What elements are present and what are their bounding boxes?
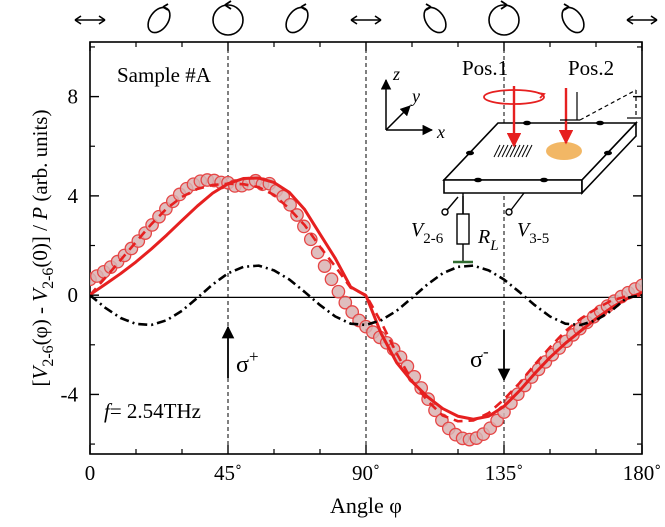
x-tick-label: 180˚ bbox=[623, 461, 662, 485]
x-tick-label: 90˚ bbox=[352, 461, 380, 485]
pos2-guides bbox=[560, 89, 641, 121]
pos1-label: Pos.1 bbox=[462, 56, 508, 80]
rl-label: RL bbox=[477, 226, 499, 254]
axis-x-label: x bbox=[436, 122, 445, 142]
tick-labels: 0 45˚ 90˚ 135˚ 180˚ -4 0 4 8 bbox=[61, 85, 662, 485]
data-point bbox=[635, 278, 642, 293]
circuit bbox=[441, 192, 525, 264]
series-fit bbox=[90, 176, 642, 421]
polarization-elliptical-cw-icon bbox=[285, 3, 309, 34]
axis-z-label: z bbox=[392, 64, 400, 84]
vertical-guides bbox=[227, 42, 505, 454]
polarization-elliptical-ccw-icon bbox=[423, 3, 447, 34]
axis-y-label: y bbox=[410, 86, 420, 106]
v35-label: V3-5 bbox=[517, 219, 549, 247]
data-point bbox=[338, 295, 353, 310]
y-tick-label: 0 bbox=[68, 283, 79, 307]
polarization-row bbox=[74, 0, 658, 36]
y-tick-label: 8 bbox=[68, 85, 79, 109]
x-tick-label: 0 bbox=[85, 461, 96, 485]
sigma-label: σ- bbox=[470, 342, 489, 373]
inset-schematic: z y x bbox=[380, 56, 641, 264]
sample-plate-front bbox=[443, 179, 583, 194]
sigma-label: σ+ bbox=[236, 347, 259, 378]
rotation-ring bbox=[483, 89, 545, 105]
polarization-linear-icon bbox=[350, 15, 382, 25]
laser-spot bbox=[546, 142, 582, 160]
x-tick-label: 135˚ bbox=[485, 461, 524, 485]
coordinate-axes bbox=[380, 78, 434, 136]
polarization-circular-ccw-icon bbox=[488, 0, 520, 36]
y-tick-label: 4 bbox=[68, 184, 79, 208]
sample-label: Sample #A bbox=[117, 63, 212, 87]
sigma-annotations: σ+ σ- bbox=[221, 325, 511, 382]
pos2-label: Pos.2 bbox=[568, 56, 614, 80]
v26-label: V2-6 bbox=[411, 219, 444, 247]
polarization-elliptical-cw-icon bbox=[147, 3, 171, 34]
y-axis-label: [V2-6(φ) - V2-6(0)] / P (arb. units) bbox=[28, 110, 57, 387]
polarization-linear-icon bbox=[626, 15, 658, 25]
x-tick-label: 45˚ bbox=[214, 461, 242, 485]
polarization-elliptical-ccw-icon bbox=[561, 3, 585, 34]
y-tick-label: -4 bbox=[61, 382, 79, 406]
data-point bbox=[317, 259, 332, 273]
polarization-circular-cw-icon bbox=[212, 0, 244, 36]
series-model-dashed bbox=[90, 182, 642, 423]
data-point bbox=[504, 396, 518, 410]
sample-plate-side bbox=[581, 120, 637, 196]
x-axis-label: Angle φ bbox=[330, 493, 402, 518]
data-point bbox=[297, 219, 311, 234]
data-point bbox=[331, 284, 346, 299]
polarization-linear-icon bbox=[74, 15, 106, 25]
data-point bbox=[324, 272, 339, 287]
series-model-dashdot bbox=[90, 264, 642, 327]
series-layer bbox=[90, 173, 642, 447]
contacts bbox=[466, 120, 612, 183]
frequency-label: f= 2.54THz bbox=[104, 399, 201, 423]
axis-ticks bbox=[89, 42, 643, 454]
